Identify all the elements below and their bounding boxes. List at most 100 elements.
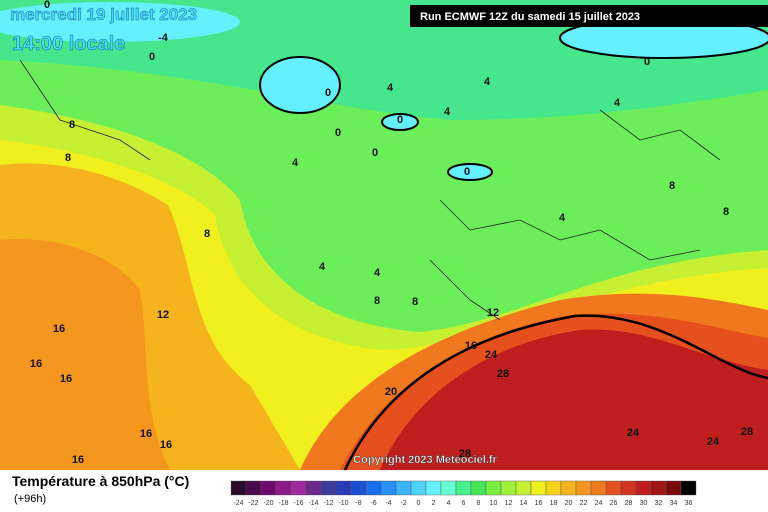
contour-label: 16	[53, 323, 65, 335]
contour-label: 8	[69, 119, 75, 131]
colorbar: -24 -22 -20 -18 -16 -14 -12 -10 -8 -6 -4 -2 0 2 4 6 8 10 1…	[230, 480, 697, 507]
contour-label: 16	[30, 358, 42, 370]
contour-label: 12	[157, 309, 169, 321]
map-title: mercredi 19 juillet 2023	[10, 5, 197, 24]
colorbar-swatch	[230, 480, 247, 496]
contour-label: 4	[614, 97, 621, 109]
coastline	[19, 59, 721, 321]
contour-label: -4	[158, 32, 169, 44]
contour-label: 4	[559, 212, 566, 224]
contour-label: 28	[741, 426, 753, 438]
colorbar-tick-label: -24	[233, 500, 243, 507]
colorbar-tick-label: 32	[655, 500, 663, 507]
contour-label: 4	[484, 76, 491, 88]
colorbar-swatch	[530, 480, 547, 496]
contour-label: 28	[459, 448, 471, 460]
colorbar-swatch	[485, 480, 502, 496]
colorbar-swatch	[410, 480, 427, 496]
colorbar-tick-label: -22	[248, 500, 258, 507]
contour-label: 16	[60, 373, 72, 385]
colorbar-swatch	[590, 480, 607, 496]
isotherm-24	[343, 314, 768, 471]
colorbar-tick-label: -18	[278, 500, 288, 507]
lead-time: (+96h)	[14, 493, 46, 505]
colorbar-tick-label: 0	[417, 500, 421, 507]
contour-label: 0	[149, 51, 155, 63]
colorbar-swatch	[350, 480, 367, 496]
contour-label: 0	[644, 56, 650, 68]
colorbar-swatch	[635, 480, 652, 496]
contour-label: 4	[374, 267, 381, 279]
colorbar-swatch	[455, 480, 472, 496]
colorbar-swatch	[365, 480, 382, 496]
colorbar-swatch	[575, 480, 592, 496]
colorbar-swatch	[305, 480, 322, 496]
colorbar-swatch	[620, 480, 637, 496]
contour-label: 24	[627, 427, 640, 439]
colorbar-tick-label: 6	[462, 500, 466, 507]
colorbar-swatch	[605, 480, 622, 496]
contour-label: 16	[160, 439, 172, 451]
colorbar-tick-label: -6	[370, 500, 376, 507]
colorbar-tick-label: 30	[640, 500, 648, 507]
contour-label: 8	[204, 228, 210, 240]
colorbar-swatch	[515, 480, 532, 496]
colorbar-swatch	[260, 480, 277, 496]
colorbar-swatch	[320, 480, 337, 496]
colorbar-swatch	[560, 480, 577, 496]
contour-label: 16	[140, 428, 152, 440]
contour-label: 0	[372, 147, 378, 159]
colorbar-swatch	[290, 480, 307, 496]
contour-label: 8	[669, 180, 675, 192]
colorbar-tick-label: 24	[595, 500, 603, 507]
contour-label: 8	[374, 295, 380, 307]
contour-label: 0	[335, 127, 341, 139]
contour-label: 4	[444, 106, 451, 118]
colorbar-swatch	[380, 480, 397, 496]
colorbar-tick-label: -2	[400, 500, 406, 507]
colorbar-swatch	[470, 480, 487, 496]
legend-title: Température à 850hPa (°C)	[12, 473, 189, 489]
colorbar-tick-label: 20	[565, 500, 573, 507]
colorbar-swatch	[500, 480, 517, 496]
contour-label: 12	[487, 307, 499, 319]
run-info: Run ECMWF 12Z du samedi 15 juillet 2023	[420, 11, 640, 23]
contour-label: 4	[292, 157, 299, 169]
colorbar-tick-label: 22	[580, 500, 588, 507]
colorbar-swatch	[650, 480, 667, 496]
colorbar-tick-label: 8	[477, 500, 481, 507]
contour-label: 28	[497, 368, 509, 380]
colorbar-tick-label: 34	[670, 500, 678, 507]
colorbar-tick-label: -12	[323, 500, 333, 507]
contour-label: 0	[397, 114, 403, 126]
contour-label: 0	[464, 166, 470, 178]
cold-pool	[447, 163, 493, 181]
cold-pool	[259, 56, 341, 114]
colorbar-swatch	[680, 480, 697, 496]
colorbar-tick-label: 2	[432, 500, 436, 507]
colorbar-swatch	[245, 480, 262, 496]
contour-label: 4	[387, 82, 394, 94]
copyright: Copyright 2023 Meteociel.fr	[353, 454, 497, 466]
colorbar-tick-label: 10	[490, 500, 498, 507]
colorbar-tick-label: -16	[293, 500, 303, 507]
colorbar-tick-label: -8	[355, 500, 361, 507]
contour-label: 8	[723, 206, 729, 218]
contour-label: 4	[319, 261, 326, 273]
contour-label: 8	[65, 152, 71, 164]
contour-label: 24	[707, 436, 720, 448]
map-subtitle: 14:00 locale	[12, 33, 125, 55]
contour-label: 20	[385, 386, 397, 398]
colorbar-tick-label: 36	[685, 500, 693, 507]
colorbar-swatch	[395, 480, 412, 496]
colorbar-swatch	[425, 480, 442, 496]
cold-pool	[0, 2, 240, 42]
cold-pool	[381, 113, 419, 131]
colorbar-tick-label: -10	[338, 500, 348, 507]
contour-label: 16	[72, 454, 84, 466]
colorbar-tick-label: -4	[385, 500, 391, 507]
colorbar-tick-label: 28	[625, 500, 633, 507]
colorbar-tick-label: 12	[505, 500, 513, 507]
